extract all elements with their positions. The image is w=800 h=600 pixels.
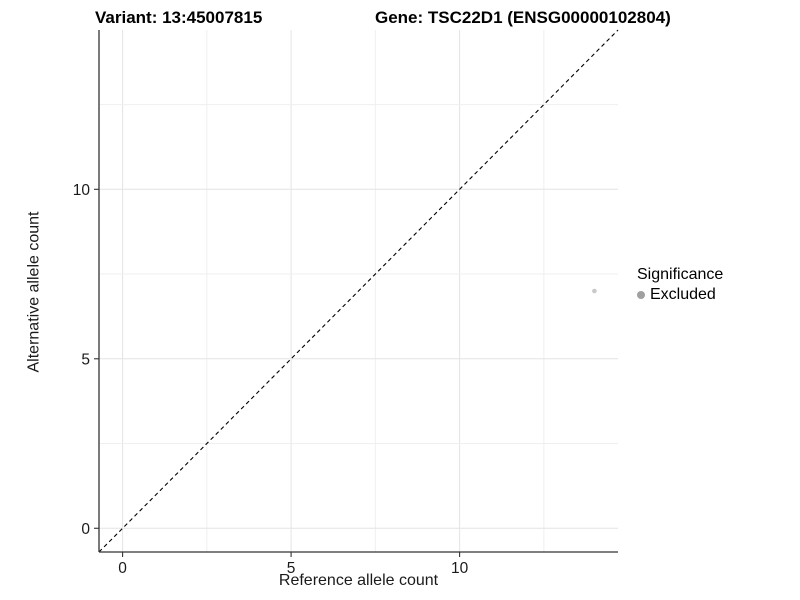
y-tick-label: 5: [81, 351, 90, 368]
y-tick-label: 0: [81, 521, 90, 538]
plot-title-variant: Variant: 13:45007815: [95, 8, 263, 27]
x-axis-title: Reference allele count: [278, 572, 439, 589]
x-tick-label: 5: [287, 560, 296, 577]
legend-item-excluded: Excluded: [637, 286, 723, 304]
excluded-point-icon: [637, 291, 645, 299]
plot-title-gene: Gene: TSC22D1 (ENSG00000102804): [375, 8, 671, 27]
x-tick-label: 10: [451, 560, 469, 577]
identity-line: [98, 29, 619, 553]
y-tick-label: 10: [73, 182, 91, 199]
data-point: [592, 288, 597, 294]
legend-item-label: Excluded: [650, 286, 716, 303]
legend-title: Significance: [637, 266, 724, 283]
x-tick-label: 0: [118, 560, 127, 577]
legend: Significance Excluded: [637, 266, 723, 304]
